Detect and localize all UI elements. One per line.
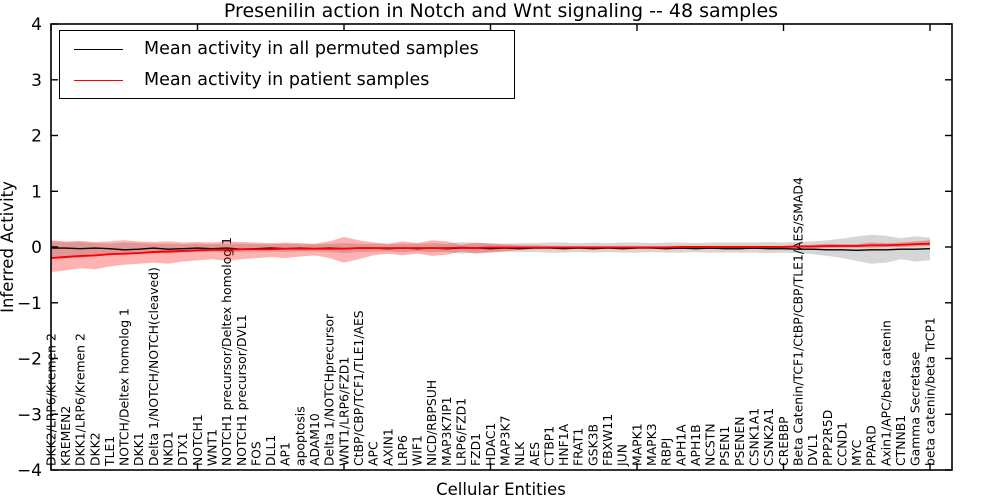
y-tick-label: 4 [31,15,42,35]
x-tick-label: APH1A [673,424,688,466]
series-lines [50,242,931,260]
x-tick-label: Axin1/APC/beta catenin [878,320,893,466]
x-tick-label: PSEN1 [717,426,732,466]
legend-line-sample-black [74,48,123,50]
x-tick-label: FZD1 [468,433,483,466]
y-axis-label: Inferred Activity [0,181,17,313]
legend-label: Mean activity in all permuted samples [144,39,479,59]
plot-border [50,23,953,471]
x-tick-label: NLK [512,441,527,466]
x-tick-label: DLL1 [263,435,278,466]
x-tick-label: LRP6/FZD1 [454,398,469,466]
x-tick-label: DKK1/LRP6/Kremen 2 [73,333,88,466]
x-tick-label: APC [366,441,381,466]
x-tick-label: DKK1 [131,432,146,466]
legend: Mean activity in all permuted samples Me… [59,30,515,99]
x-tick-label: ADAM10 [307,413,322,466]
x-tick-label: AP1 [278,442,293,466]
x-tick-label: HNF1A [556,423,571,466]
y-tick-label: −4 [17,461,42,481]
axis-ticks: −4 −3 −2 −1 0 1 2 3 4 [17,15,952,481]
y-tick-label: 3 [31,71,42,91]
x-tick-label: NOTCH/Deltex homolog 1 [117,308,132,466]
x-tick-label: CCND1 [834,422,849,466]
x-tick-label: FBXW11 [600,414,615,466]
x-tick-label: MAPK1 [629,423,644,466]
mean-line-0 [51,247,931,252]
legend-entry-permuted: Mean activity in all permuted samples [74,34,504,65]
confidence-band-1 [51,237,930,273]
x-tick-label: NOTCH1 precursor/Deltex homolog 1 [219,237,234,466]
x-tick-label: MAPK3 [644,423,659,466]
y-tick-label: 0 [31,238,42,258]
x-tick-label: LRP6 [395,435,410,466]
x-tick-label: TLE1 [102,436,117,467]
x-tick-label: CTNNB1 [893,415,908,466]
x-tick-label: RBPJ [659,438,674,466]
x-tick-label: Gamma Secretase [908,352,923,466]
x-axis-label: Cellular Entities [436,480,566,499]
y-tick-label: −2 [17,350,42,370]
chart-title: Presenilin action in Notch and Wnt signa… [224,0,778,22]
x-tick-label: FOS [248,441,263,466]
x-tick-label: NOTCH1 precursor/DVL1 [234,314,249,466]
legend-label: Mean activity in patient samples [144,70,430,90]
x-tick-label: MAP3K7 [498,415,513,466]
mean-line-1 [50,242,931,260]
x-tick-label: MYC [849,440,864,466]
legend-entry-patient: Mean activity in patient samples [74,65,504,96]
x-tick-label: AXIN1 [380,428,395,466]
y-tick-label: 1 [31,182,42,202]
x-tick-label: WIF1 [410,435,425,466]
x-tick-label: WNT1/LRP6/FZD1 [336,357,351,466]
x-tick-label: apoptosis [292,406,307,466]
x-tick-label: PSENEN [732,416,747,466]
x-tick-label: HDAC1 [483,423,498,466]
x-tick-label: NOTCH1 [190,414,205,466]
x-tick-label: FRAT1 [571,428,586,466]
x-tick-label: DVL1 [805,433,820,466]
x-tick-label: AES [527,442,542,466]
y-tick-label: −3 [17,405,42,425]
x-tick-label: KREMEN2 [58,406,73,466]
x-tick-label: NCSTN [703,423,718,466]
x-tick-label: NICD/RBPSUH [424,380,439,466]
x-tick-label: Delta 1/NOTCHprecursor [322,313,337,466]
x-tick-label: DKK2 [87,432,102,466]
x-tick-label: WNT1 [205,429,220,466]
x-tick-label: CtBP/CBP/TCF1/TLE1/AES [351,310,366,466]
y-tick-label: −1 [17,294,42,314]
x-tick-label: JUN [615,444,630,467]
x-tick-label: NKD1 [161,431,176,466]
x-tick-label: DTX1 [175,433,190,466]
legend-line-sample-red [74,79,123,81]
x-tick-label: CREBBP [776,416,791,466]
x-tick-label: PPARD [864,425,879,466]
x-tick-labels: DKK2/LRP6/Kremen 2 KREMEN2 DKK1/LRP6/Kreme… [43,177,937,467]
x-tick-label: APH1B [688,424,703,466]
x-tick-label: CSNK2A1 [761,408,776,466]
x-tick-label: MAP3K7IP1 [439,396,454,466]
x-tick-label: CSNK1A1 [747,408,762,466]
x-tick-label: Delta 1/NOTCH/NOTCH(cleaved) [146,267,161,466]
x-tick-label: PPP2R5D [820,410,835,466]
x-tick-label: GSK3B [585,424,600,466]
x-tick-label: beta catenin/beta TrCP1 [922,317,937,466]
x-tick-label: Beta Catenin/TCF1/CtBP/CBP/TLE1/AES/SMAD… [791,177,806,466]
y-tick-label: 2 [31,127,42,147]
x-tick-label: CTBP1 [541,426,556,466]
